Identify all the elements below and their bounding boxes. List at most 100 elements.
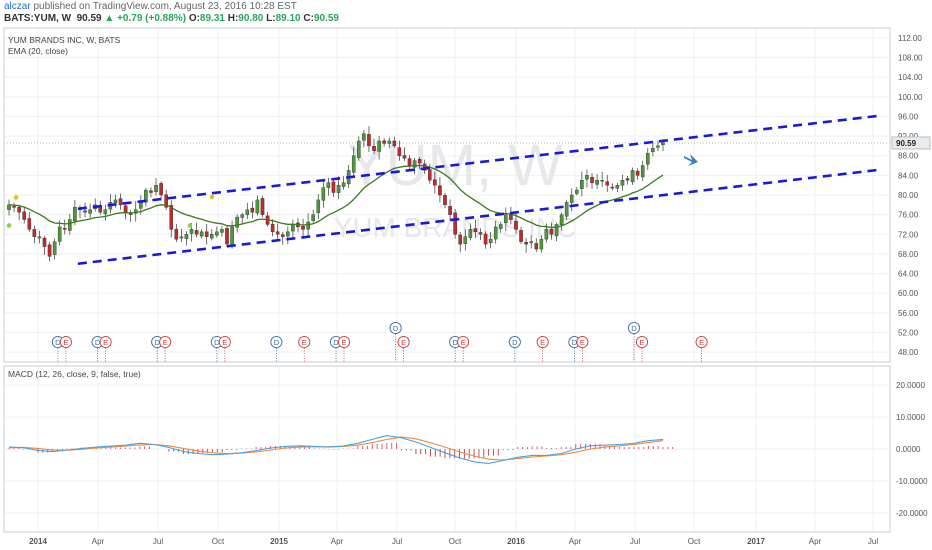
earnings-marker	[635, 335, 649, 349]
change-value: +0.79 (+0.88%)	[117, 13, 187, 24]
candle-body	[286, 231, 290, 237]
candle-body	[524, 242, 528, 245]
event-letter: D	[393, 324, 399, 333]
candle-body	[564, 202, 569, 217]
event-letter: D	[452, 338, 458, 347]
macd-tick-label: -10.0000	[896, 477, 928, 486]
candle-body	[336, 184, 341, 193]
candle-body	[194, 230, 199, 235]
last-price-tag-label: 90.59	[896, 139, 917, 148]
candle-body	[362, 133, 366, 141]
candle-body	[275, 231, 280, 235]
candle-body	[488, 239, 493, 244]
candle-body	[331, 181, 336, 193]
candle-body	[504, 214, 508, 224]
price-tick-label: 48.00	[898, 348, 919, 357]
price-tick-label: 64.00	[898, 270, 919, 279]
candle-body	[559, 214, 564, 225]
candle-body	[372, 146, 376, 151]
grid-lines	[4, 28, 890, 532]
earnings-marker	[159, 335, 172, 349]
dividend-marker	[389, 321, 402, 335]
price-tick-label: 100.00	[898, 93, 923, 102]
candle-body	[651, 148, 655, 152]
event-letter: D	[631, 324, 637, 333]
candle-body	[260, 198, 265, 215]
signal-dot	[6, 223, 12, 228]
candle-body	[88, 209, 92, 214]
price-tick-label: 60.00	[898, 289, 919, 298]
candle-body	[159, 183, 163, 196]
macd-tick-label: 0.0000	[896, 445, 921, 454]
price-pane-border	[3, 27, 891, 363]
chart-header: alczar published on TradingView.com, Aug…	[0, 0, 932, 26]
candle-body	[509, 214, 513, 220]
earnings-marker	[298, 335, 311, 349]
last-price-tag	[891, 136, 931, 150]
event-letter: E	[222, 338, 227, 347]
candle-body	[62, 228, 67, 230]
arrow-icon	[684, 154, 698, 166]
candle-body	[209, 234, 214, 239]
candle-body	[306, 221, 310, 230]
change-up-icon: ▲	[104, 13, 115, 24]
earnings-marker	[218, 335, 231, 349]
candles	[7, 126, 665, 262]
earnings-marker	[695, 335, 708, 349]
candle-body	[580, 180, 584, 189]
price-axis[interactable]: 48.00 52.00 56.00 60.00 64.00 68.00 72.00 76.00…	[891, 34, 931, 357]
price-tick-label: 96.00	[898, 112, 919, 121]
candle-body	[164, 194, 168, 208]
arrow-shape	[684, 154, 698, 166]
candle-body	[382, 140, 386, 144]
candle-body	[498, 224, 503, 229]
candle-body	[22, 211, 27, 220]
candle-body	[645, 153, 650, 165]
signal-dot	[13, 195, 19, 200]
high-value: 90.80	[238, 13, 264, 24]
close-value: 90.59	[313, 13, 339, 24]
pane-borders	[3, 27, 891, 533]
macd-legend: MACD (12, 26, close, 9, false, true)	[8, 369, 141, 379]
candle-body	[326, 182, 331, 188]
publish-info: alczar published on TradingView.com, Aug…	[4, 1, 297, 12]
candle-body	[569, 194, 574, 203]
candle-body	[47, 244, 52, 257]
time-tick-label: Oct	[688, 537, 701, 546]
macd-signal-line	[8, 436, 664, 461]
candle-body	[189, 229, 194, 234]
macd-tick-label: -20.0000	[896, 509, 928, 518]
candle-body	[483, 233, 488, 245]
price-tick-label: 112.00	[898, 34, 922, 43]
candle-body	[174, 228, 179, 240]
candle-body	[57, 226, 62, 242]
candle-body	[179, 236, 184, 239]
price-tick-label: 68.00	[898, 250, 919, 259]
event-letter: D	[214, 338, 220, 347]
event-letter: D	[333, 338, 339, 347]
price-tick-label: 88.00	[898, 152, 919, 161]
earnings-marker	[337, 335, 351, 349]
symbol-label[interactable]: BATS:YUM, W	[4, 13, 72, 24]
candle-body	[529, 241, 533, 244]
time-axis[interactable]: 2014 Apr Jul Oct 2015 Apr Jul Oct 2016 Apr Jul Oct 2…	[29, 537, 878, 546]
candle-body	[37, 236, 42, 239]
candle-body	[519, 230, 523, 242]
candle-body	[438, 185, 442, 196]
dividend-marker	[627, 321, 641, 335]
author-link[interactable]: alczar	[4, 1, 31, 12]
candle-body	[620, 180, 625, 186]
price-tick-label: 52.00	[898, 329, 919, 338]
signal-dot	[187, 223, 193, 228]
signal-dot	[209, 194, 215, 200]
candle-body	[534, 243, 539, 250]
candle-body	[367, 134, 371, 147]
ema-legend: EMA (20, close)	[8, 46, 68, 56]
candle-body	[311, 214, 315, 221]
main-legend-title: YUM BRANDS INC, W, BATS	[8, 35, 121, 45]
event-letter: E	[699, 338, 704, 347]
candle-body	[291, 224, 295, 232]
candle-body	[316, 199, 321, 213]
low-value: 89.10	[275, 13, 301, 24]
